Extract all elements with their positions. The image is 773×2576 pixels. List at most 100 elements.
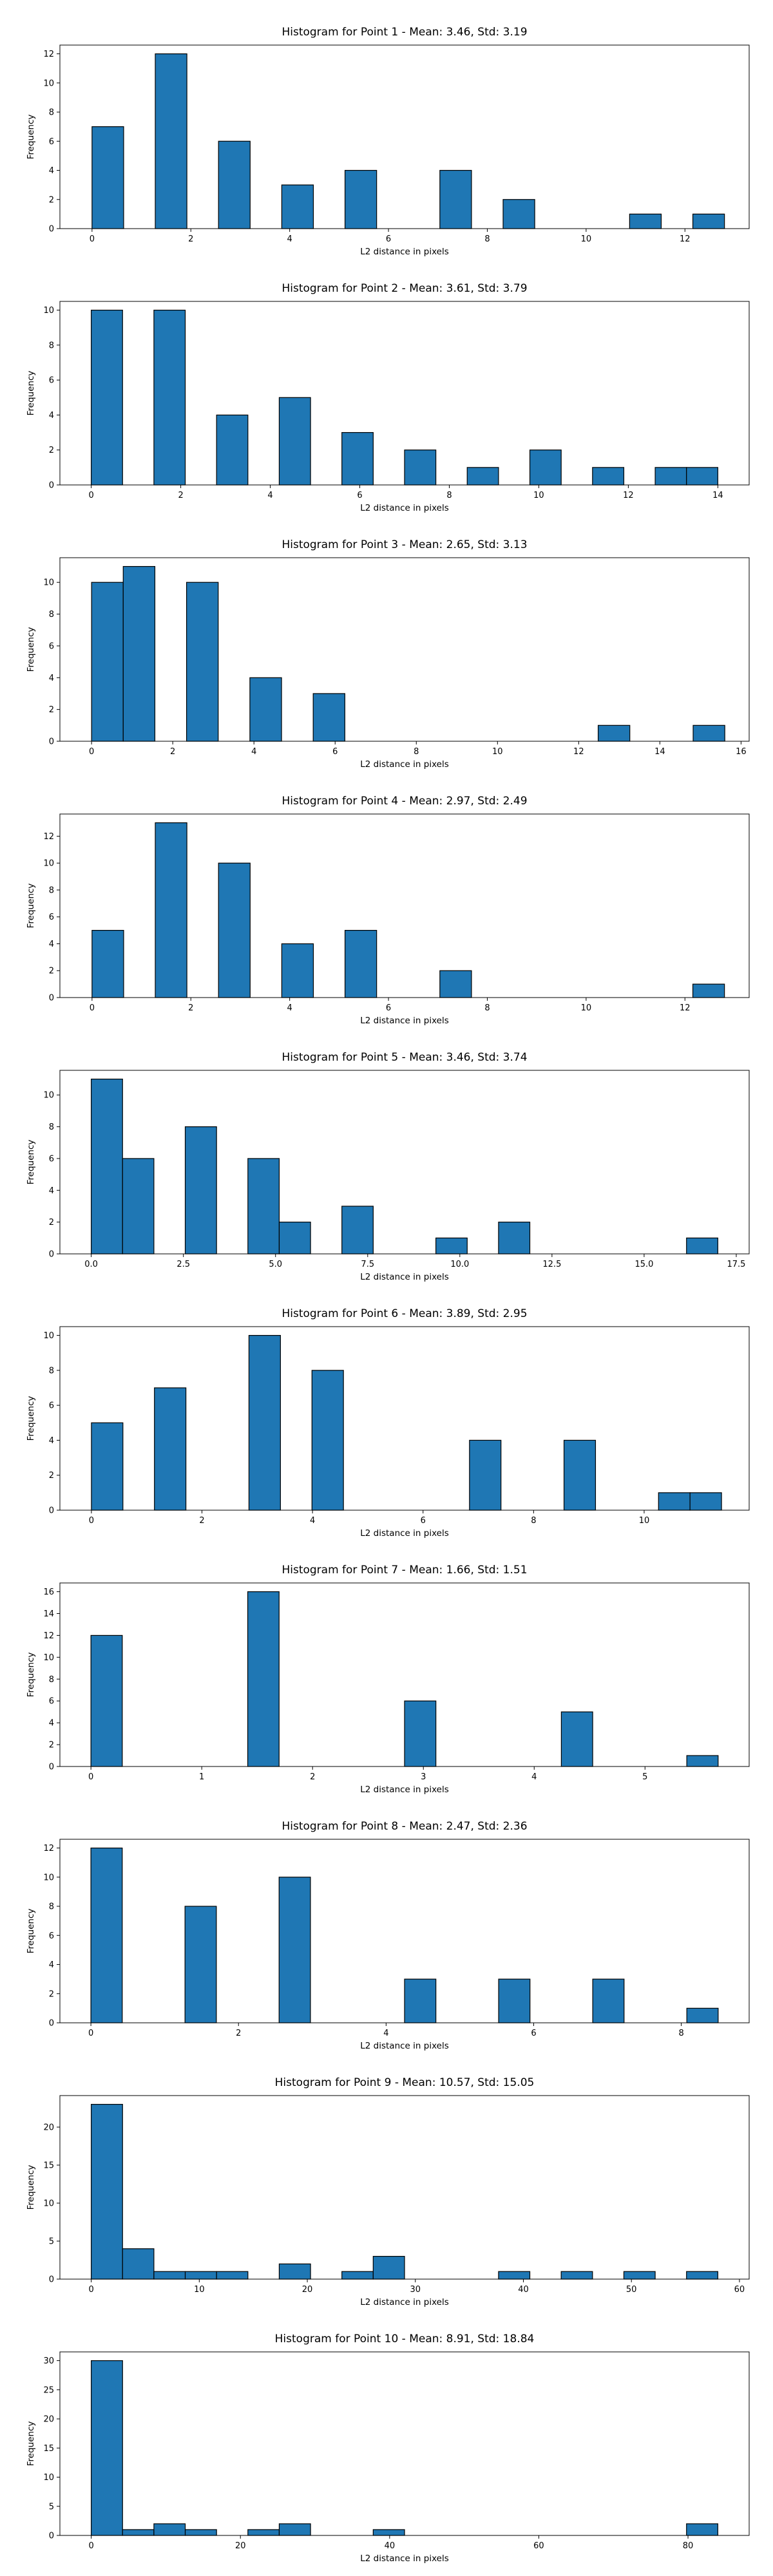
histogram-bar	[692, 983, 725, 998]
histogram-bar	[341, 2271, 374, 2280]
histogram-bar	[122, 2248, 155, 2280]
x-tick-label: 8	[484, 1003, 490, 1013]
histogram-bar	[592, 1978, 625, 2023]
histogram-bar	[466, 467, 499, 486]
x-tick-label: 3	[421, 1772, 426, 1782]
x-tick-label: 0	[89, 1516, 94, 1526]
histogram-bar	[186, 582, 219, 742]
y-axis-label: Frequency	[26, 1140, 36, 1185]
axes-frame	[59, 1070, 750, 1255]
y-tick-label: 8	[49, 108, 54, 118]
y-tick-label: 6	[49, 913, 54, 922]
x-tick-label: 4	[267, 491, 272, 500]
y-tick-label: 10	[43, 859, 54, 869]
y-tick-label: 0	[49, 225, 54, 234]
histogram-chart: Histogram for Point 6 - Mean: 3.89, Std:…	[26, 1307, 750, 1538]
y-tick-label: 8	[49, 1675, 54, 1685]
y-tick-label: 8	[49, 886, 54, 895]
x-tick-label: 6	[421, 1516, 426, 1526]
histogram-bar	[91, 1078, 123, 1255]
y-tick-label: 6	[49, 1931, 54, 1941]
histogram-bar	[469, 1439, 502, 1511]
y-tick-label: 12	[43, 1844, 54, 1853]
x-tick-label: 4	[383, 2029, 388, 2038]
y-tick-label: 2	[49, 967, 54, 976]
histogram-bar	[689, 1492, 722, 1511]
x-tick-label: 12.5	[542, 1260, 561, 1269]
y-tick-label: 30	[43, 2356, 54, 2366]
chart-title: Histogram for Point 5 - Mean: 3.46, Std:…	[282, 1051, 527, 1064]
histogram-bar	[341, 1206, 374, 1255]
histogram-bar	[281, 943, 314, 998]
axes-frame	[59, 813, 750, 998]
histogram-bar	[184, 2529, 217, 2536]
y-tick-label: 15	[43, 2444, 54, 2454]
x-tick-label: 12	[680, 234, 691, 244]
chart-title: Histogram for Point 9 - Mean: 10.57, Std…	[275, 2076, 535, 2089]
chart-title: Histogram for Point 7 - Mean: 1.66, Std:…	[282, 1564, 527, 1577]
y-tick-label: 15	[43, 2161, 54, 2170]
histogram-bar	[278, 2263, 311, 2280]
histogram-chart: Histogram for Point 3 - Mean: 2.65, Std:…	[26, 538, 750, 769]
x-tick-label: 2	[199, 1516, 204, 1526]
histogram-bar	[218, 140, 251, 229]
y-tick-label: 0	[49, 1506, 54, 1516]
histogram-bar	[623, 2271, 656, 2280]
x-tick-label: 0.0	[84, 1260, 98, 1269]
x-tick-label: 10	[194, 2285, 205, 2295]
axes-frame	[59, 2351, 750, 2536]
chart-title: Histogram for Point 4 - Mean: 2.97, Std:…	[282, 795, 527, 808]
histogram-bar	[91, 2360, 123, 2536]
histogram-bar	[692, 724, 725, 742]
y-tick-label: 4	[49, 1436, 54, 1446]
histogram-bar	[278, 1877, 311, 2023]
histogram-bar	[658, 1492, 691, 1511]
y-axis-label: Frequency	[26, 1909, 36, 1954]
histogram-bar	[278, 2523, 311, 2536]
y-tick-label: 2	[49, 446, 54, 455]
axes-frame	[59, 2095, 750, 2280]
x-tick-label: 6	[531, 2029, 536, 2038]
histogram-bar	[372, 2529, 405, 2536]
y-tick-label: 6	[49, 376, 54, 386]
y-tick-label: 8	[49, 1122, 54, 1132]
histogram-bar	[560, 1711, 593, 1767]
x-axis-label: L2 distance in pixels	[360, 759, 448, 769]
histogram-bar	[184, 1126, 217, 1255]
histogram-bar	[90, 1847, 123, 2023]
histogram-bar	[154, 1387, 187, 1511]
y-tick-label: 12	[43, 50, 54, 59]
y-tick-label: 4	[49, 1186, 54, 1196]
histogram-bar	[122, 1158, 155, 1255]
x-tick-label: 12	[623, 491, 634, 500]
x-tick-label: 6	[357, 491, 362, 500]
histogram-bar	[435, 1237, 468, 1255]
x-tick-label: 6	[332, 747, 338, 757]
x-tick-label: 20	[235, 2541, 246, 2551]
x-tick-label: 8	[446, 491, 452, 500]
y-tick-label: 8	[49, 1366, 54, 1376]
y-axis-label: Frequency	[26, 1653, 36, 1698]
histogram-chart: Histogram for Point 7 - Mean: 1.66, Std:…	[26, 1564, 750, 1794]
y-tick-label: 4	[49, 940, 54, 949]
histogram-bar	[341, 431, 374, 486]
y-tick-label: 0	[49, 737, 54, 747]
x-tick-label: 0	[88, 2029, 93, 2038]
x-tick-label: 8	[414, 747, 419, 757]
chart-title: Histogram for Point 8 - Mean: 2.47, Std:…	[282, 1820, 527, 1833]
y-tick-label: 6	[49, 1697, 54, 1707]
y-tick-label: 0	[49, 1250, 54, 1260]
x-tick-label: 2	[188, 234, 193, 244]
x-tick-label: 0	[88, 2541, 93, 2551]
histogram-chart: Histogram for Point 8 - Mean: 2.47, Std:…	[26, 1820, 750, 2050]
x-axis-label: L2 distance in pixels	[360, 1528, 448, 1538]
histogram-bar	[218, 862, 251, 998]
histogram-bar	[91, 1422, 124, 1511]
histogram-bar	[311, 1370, 344, 1511]
axes-frame	[59, 1326, 750, 1511]
y-tick-label: 10	[43, 2199, 54, 2208]
histogram-bar	[247, 1591, 280, 1767]
y-axis-label: Frequency	[26, 2165, 36, 2210]
histogram-bar	[686, 1237, 718, 1255]
y-tick-label: 2	[49, 705, 54, 715]
